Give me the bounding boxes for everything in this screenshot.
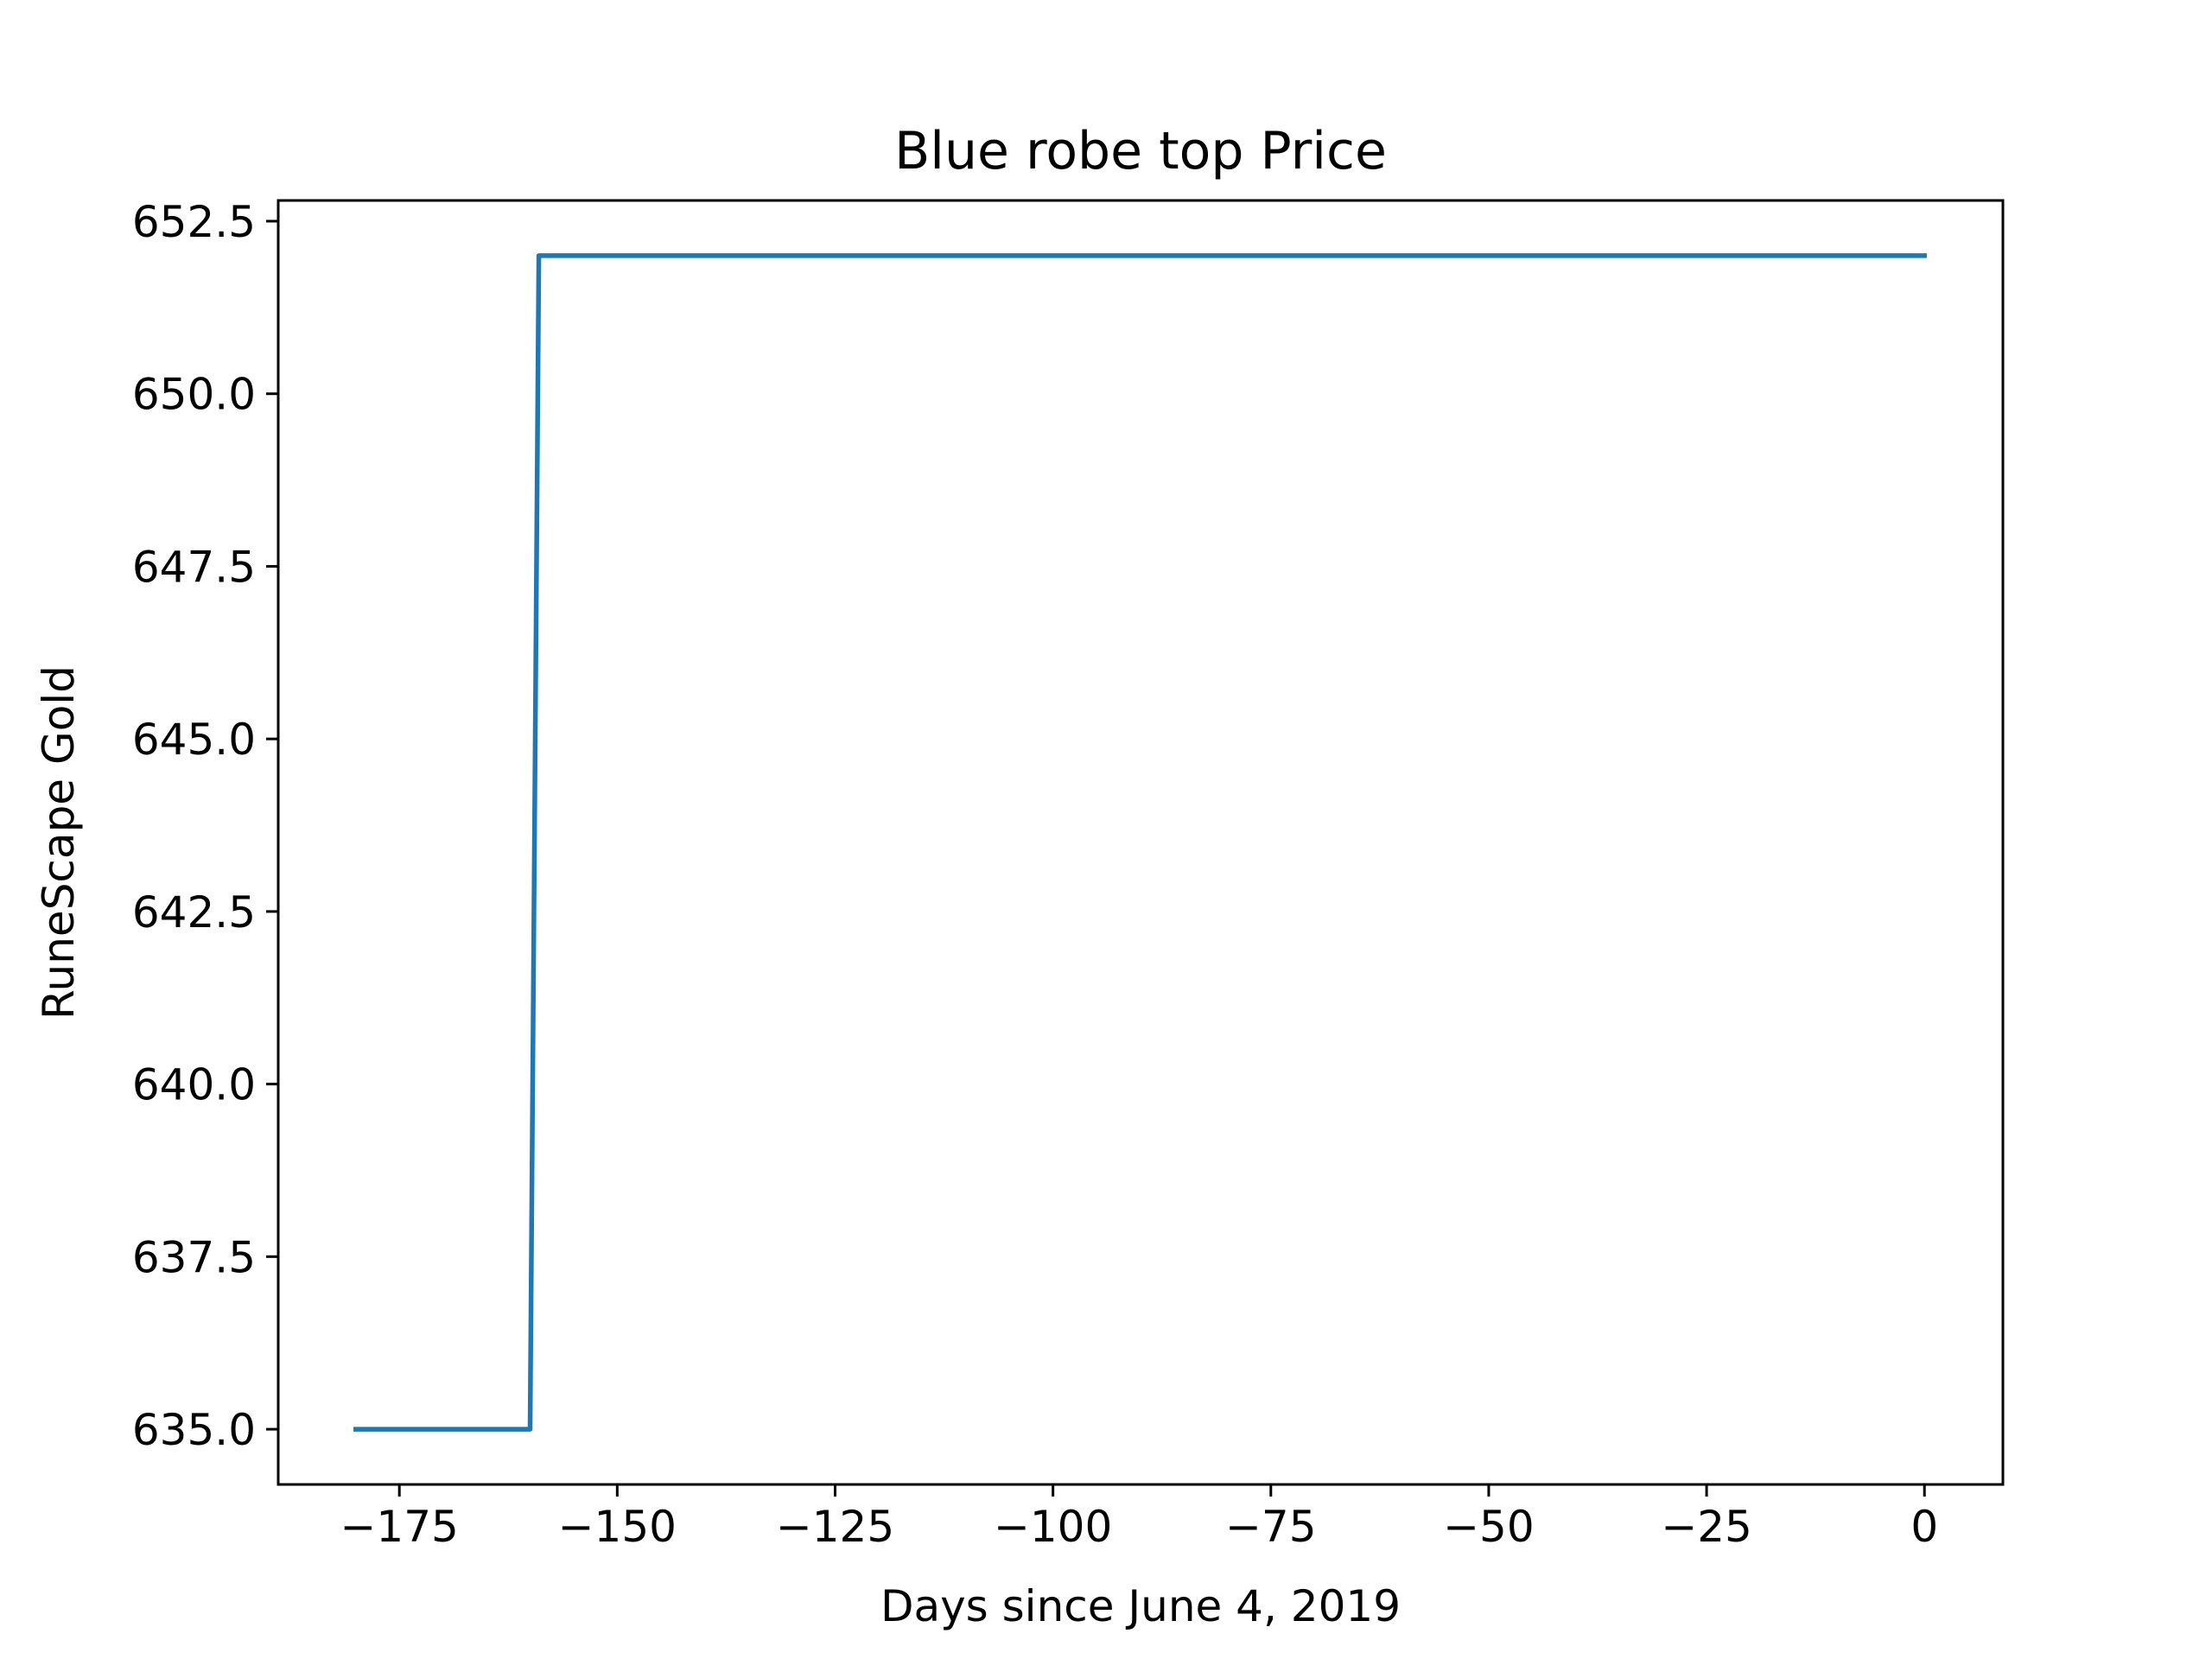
x-tick-label: −150 <box>558 1502 677 1552</box>
x-axis: −175 −150 −125 −100 −75 −50 −25 0 <box>340 1484 1938 1552</box>
x-tick-label: −100 <box>994 1502 1112 1552</box>
y-tick-label: 650.0 <box>132 370 256 420</box>
plot-area <box>353 253 1927 1432</box>
y-tick-label: 642.5 <box>132 887 256 938</box>
y-axis-label: RuneScape Gold <box>34 665 84 1020</box>
axes-frame <box>276 199 2005 1486</box>
y-tick-label: 635.0 <box>132 1405 256 1455</box>
y-tick-label: 637.5 <box>132 1232 256 1282</box>
x-tick-label: −75 <box>1225 1502 1317 1552</box>
y-tick-label: 652.5 <box>132 197 256 247</box>
price-series-line <box>353 253 1927 1432</box>
x-tick-label: −175 <box>340 1502 459 1552</box>
chart-title: Blue robe top Price <box>894 121 1387 181</box>
x-tick-label: −50 <box>1443 1502 1535 1552</box>
x-axis-label: Days since June 4, 2019 <box>880 1581 1401 1631</box>
x-tick-label: −125 <box>776 1502 894 1552</box>
y-axis: 635.0 637.5 640.0 642.5 645.0 647.5 650.0 652.5 <box>132 197 278 1455</box>
x-tick-label: 0 <box>1910 1502 1938 1552</box>
y-tick-label: 640.0 <box>132 1060 256 1110</box>
x-tick-label: −25 <box>1661 1502 1752 1552</box>
y-tick-label: 645.0 <box>132 715 256 765</box>
y-tick-label: 647.5 <box>132 542 256 592</box>
